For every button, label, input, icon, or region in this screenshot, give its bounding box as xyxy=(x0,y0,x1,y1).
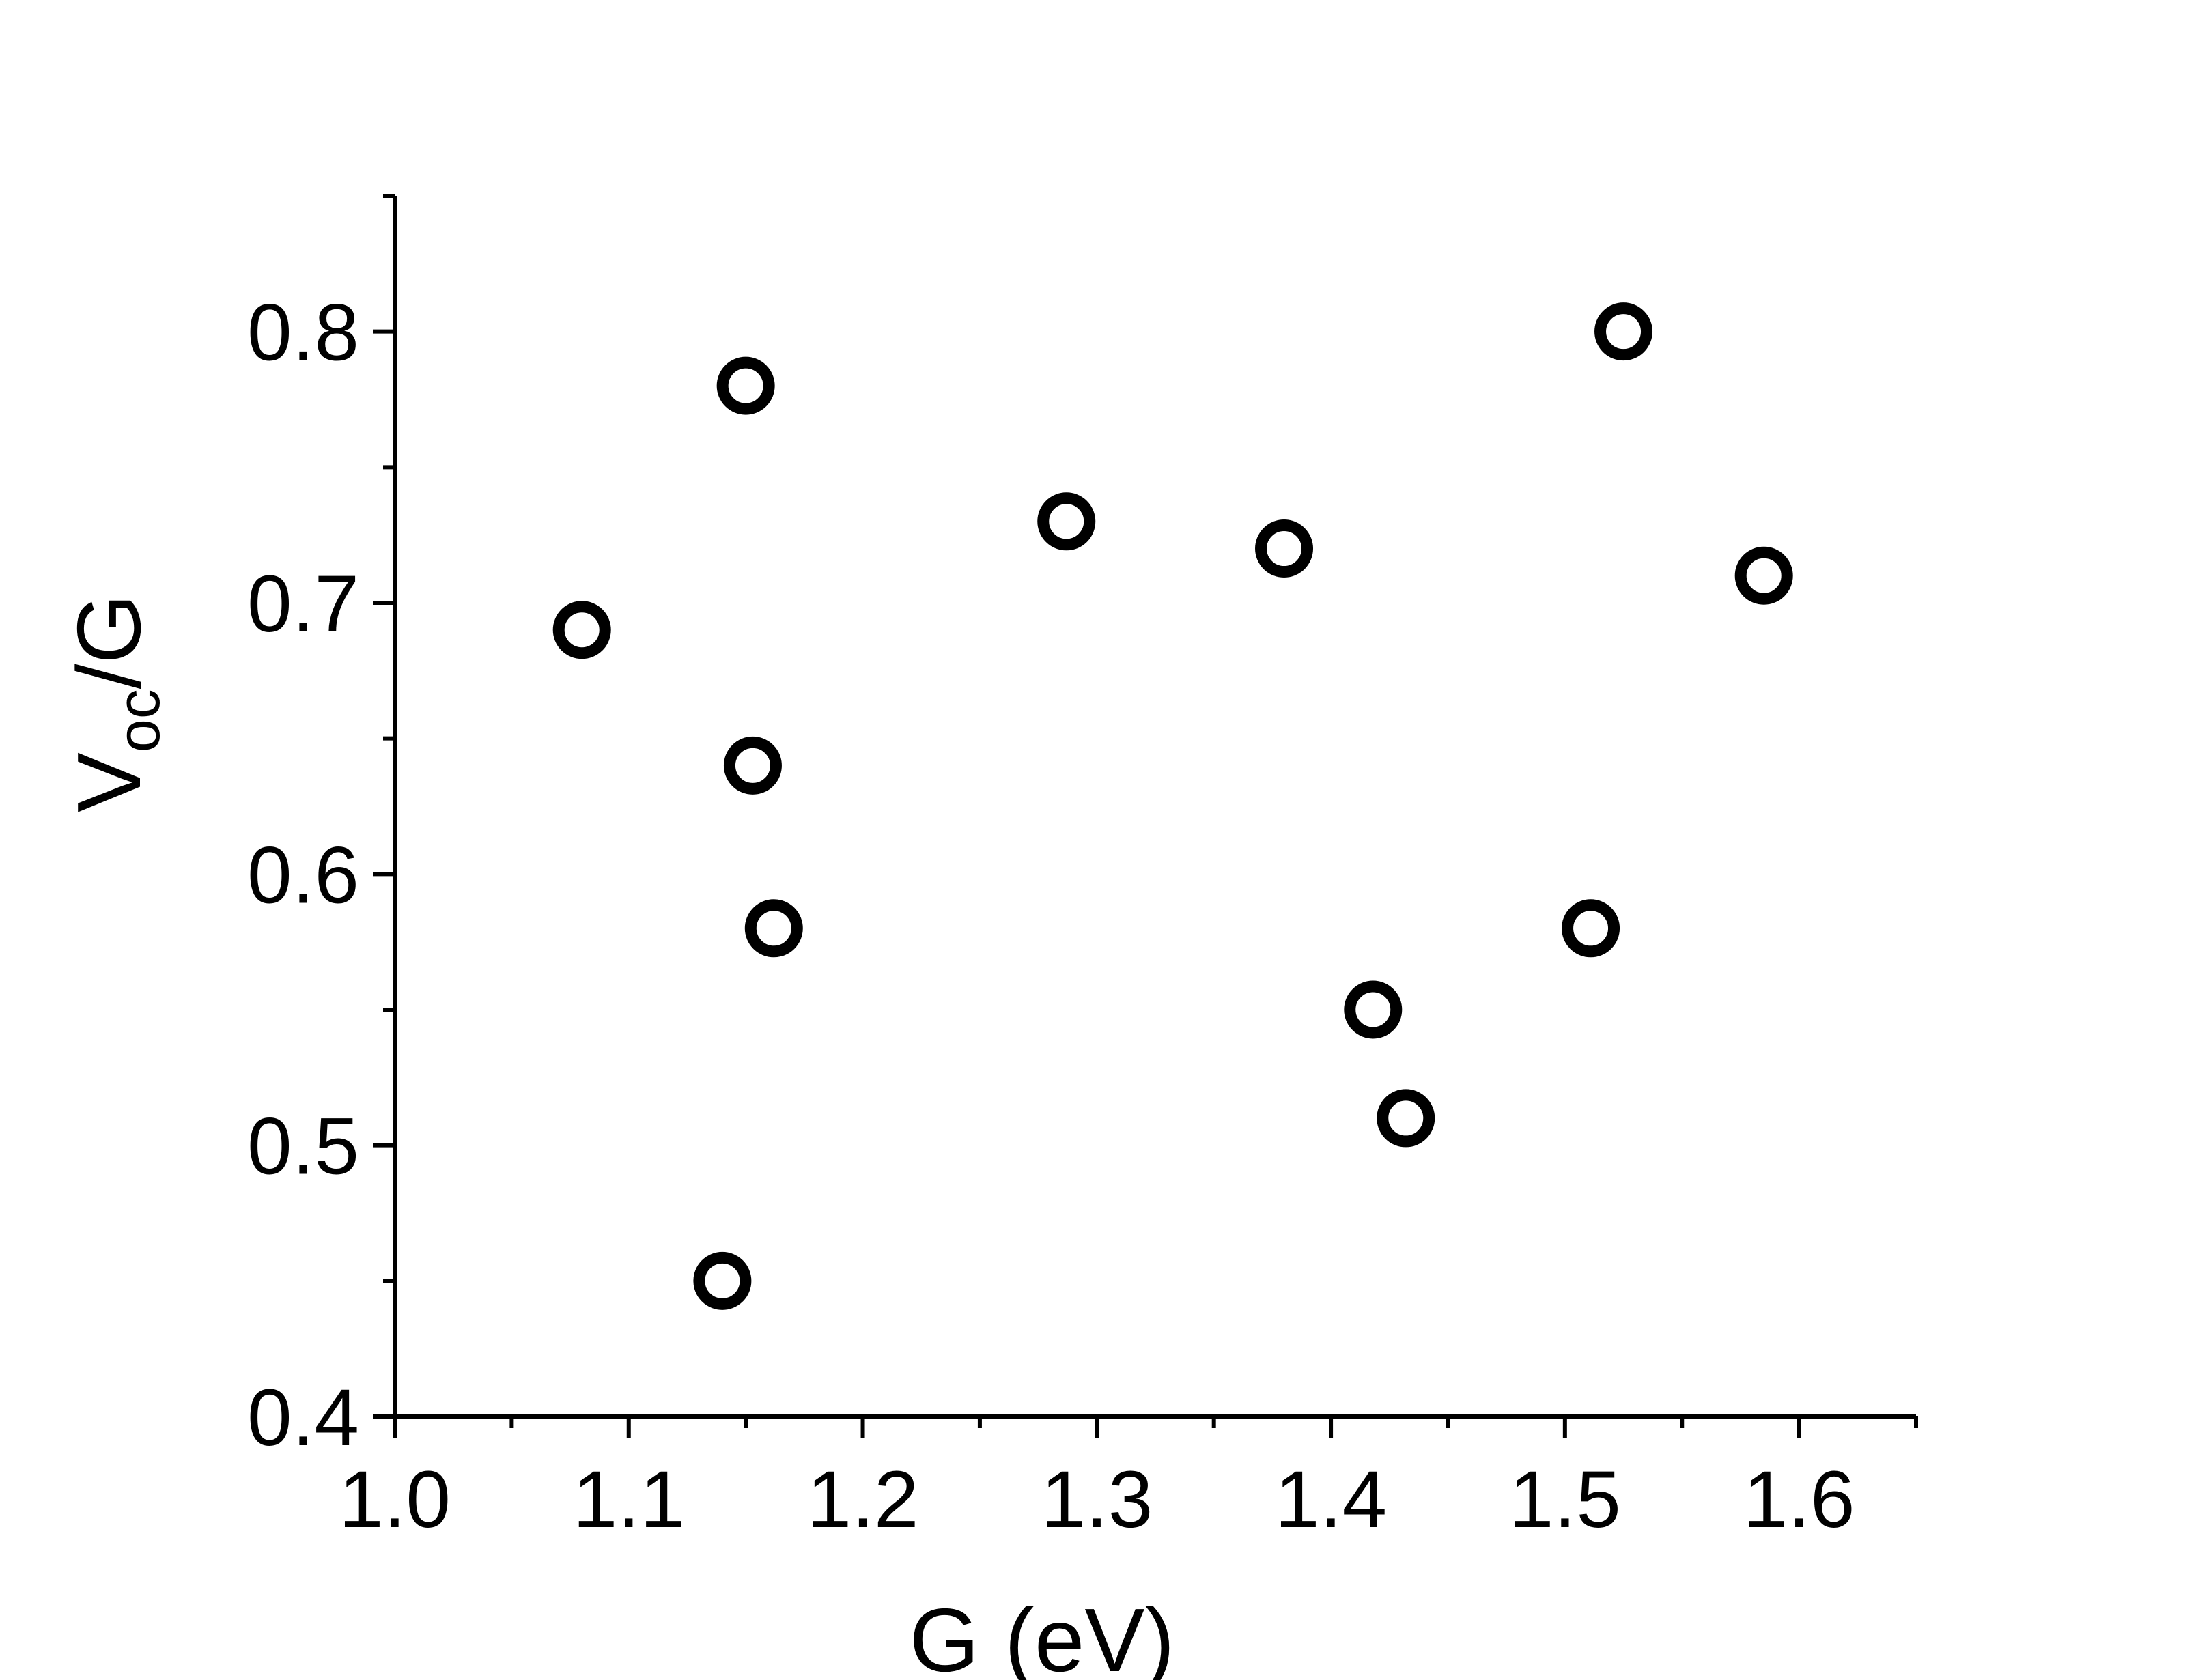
y-tick-label: 0.8 xyxy=(247,288,359,378)
data-points xyxy=(552,302,1793,1310)
x-tick-labels: 1.0 1.1 1.2 1.3 1.4 1.5 1.6 xyxy=(339,1455,1855,1545)
y-tick-labels: 0.4 0.5 0.6 0.7 0.8 xyxy=(247,288,359,1463)
y-axis-title: Voc/G xyxy=(59,594,172,812)
x-tick-label: 1.4 xyxy=(1275,1455,1387,1545)
data-point xyxy=(693,1251,752,1310)
y-axis-title-subscript: oc xyxy=(104,689,172,752)
y-tick-label: 0.4 xyxy=(247,1373,359,1463)
x-major-ticks xyxy=(393,1416,1801,1438)
y-tick-label: 0.5 xyxy=(247,1102,359,1192)
data-point xyxy=(716,356,775,415)
x-tick-label: 1.6 xyxy=(1743,1455,1855,1545)
y-tick-label: 0.6 xyxy=(247,830,359,920)
data-point xyxy=(1734,546,1793,605)
data-point xyxy=(1344,980,1403,1039)
y-axis-title-tail: /G xyxy=(59,594,159,689)
data-point xyxy=(1037,492,1096,551)
data-point xyxy=(552,601,611,659)
x-tick-label: 1.3 xyxy=(1041,1455,1153,1545)
data-point xyxy=(1594,302,1653,361)
data-point xyxy=(1562,899,1620,958)
data-point xyxy=(744,899,803,958)
x-tick-label: 1.5 xyxy=(1509,1455,1621,1545)
y-axis-title-main: V xyxy=(59,752,159,812)
data-point xyxy=(723,736,782,795)
y-tick-label: 0.7 xyxy=(247,559,359,649)
x-tick-label: 1.1 xyxy=(573,1455,685,1545)
x-tick-label: 1.0 xyxy=(339,1455,451,1545)
x-axis-title: G (eV) xyxy=(910,1590,1175,1680)
data-point xyxy=(1377,1089,1435,1148)
x-tick-label: 1.2 xyxy=(807,1455,919,1545)
data-point xyxy=(1255,519,1314,578)
y-major-ticks xyxy=(373,329,395,1419)
